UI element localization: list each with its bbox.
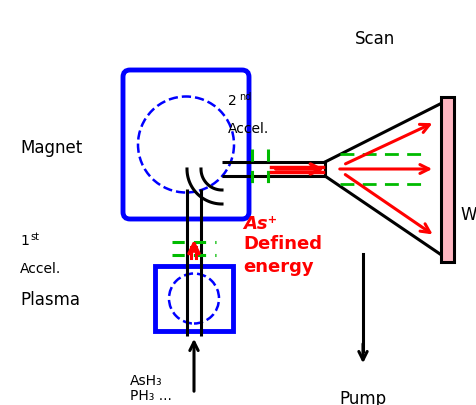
Bar [440,98,453,262]
Text: Wafer: Wafer [459,205,476,224]
Text: energy: energy [242,257,313,275]
Text: 2: 2 [228,94,236,108]
Text: 1: 1 [20,233,29,247]
Text: Accel.: Accel. [20,261,61,275]
Text: Magnet: Magnet [20,139,82,157]
Text: As⁺: As⁺ [242,215,277,232]
Text: Pump: Pump [339,389,386,405]
Text: Defined: Defined [242,234,321,252]
Text: PH₃ ...: PH₃ ... [130,388,171,402]
Text: nd: nd [238,92,251,102]
Text: Scan: Scan [354,30,394,48]
Text: Accel.: Accel. [228,122,268,136]
Text: st: st [30,231,39,241]
Text: Plasma: Plasma [20,290,80,308]
Bar [155,266,232,331]
Text: AsH₃: AsH₃ [130,373,162,387]
